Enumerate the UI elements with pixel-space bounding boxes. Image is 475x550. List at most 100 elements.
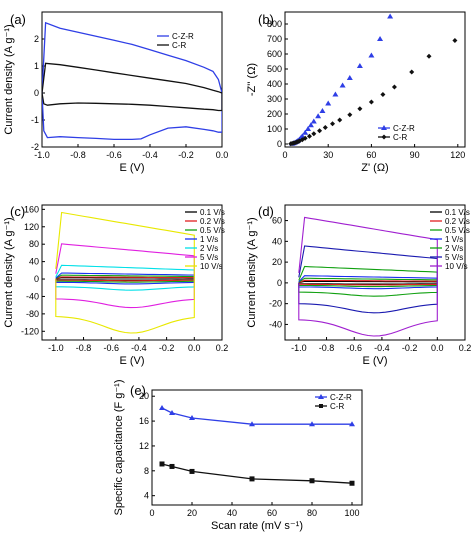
data-point-triangle [299, 133, 306, 139]
data-point-triangle [169, 410, 175, 415]
x-tick-label: 120 [450, 150, 465, 160]
x-tick-label: 0.2 [459, 343, 472, 353]
y-tick-label: 40 [272, 236, 282, 246]
y-tick-label: -1 [31, 115, 39, 125]
data-point-diamond [380, 92, 386, 97]
plot-frame [151, 389, 363, 506]
y-tick-label: 2 [34, 34, 39, 44]
x-tick-label: 0 [282, 150, 287, 160]
y-tick-label: 20 [139, 391, 149, 401]
plot-frame [41, 204, 223, 341]
y-tick-label: 80 [29, 239, 39, 249]
data-point-diamond [452, 38, 458, 43]
panel-label: (a) [10, 12, 26, 27]
y-tick-label: 600 [267, 49, 282, 59]
y-tick-label: 60 [272, 216, 282, 226]
data-point-triangle [325, 100, 332, 106]
x-axis-label: E (V) [119, 162, 144, 174]
legend-label: 0.5 V/s [445, 226, 470, 235]
panel-3: (d) -1.0 -0.8 -0.6 -0.4 -0.2 0.0 0.2 -40 -20 0 20 40… [246, 204, 471, 367]
x-tick-label: -0.6 [106, 150, 122, 160]
y-tick-label: 400 [267, 79, 282, 89]
y-tick-label: 8 [144, 466, 149, 476]
data-point-square [169, 463, 175, 469]
x-tick-label: -0.8 [70, 150, 86, 160]
data-point-triangle [349, 421, 355, 427]
data-point-square [349, 480, 355, 486]
y-axis-label: Current density (A g⁻¹) [3, 217, 15, 327]
data-point-diamond [322, 125, 328, 130]
y-tick-label: 500 [267, 64, 282, 74]
series-line-0 [42, 21, 222, 141]
legend-label: C-R [172, 41, 186, 50]
legend-label: 0.5 V/s [200, 226, 225, 235]
y-tick-label: 160 [24, 204, 39, 214]
y-tick-label: 700 [267, 34, 282, 44]
x-tick-label: -1.0 [48, 343, 64, 353]
data-point-triangle [310, 118, 317, 124]
x-tick-label: 60 [366, 150, 376, 160]
legend-label: 10 V/s [200, 262, 223, 271]
y-tick-label: 40 [29, 257, 39, 267]
data-point-triangle [377, 36, 384, 41]
data-point-triangle [249, 421, 255, 427]
y-axis-label: Specific capacitance (F g⁻¹) [113, 379, 125, 515]
data-point-triangle [159, 405, 165, 411]
y-tick-label: -120 [21, 326, 39, 336]
data-point-diamond [330, 121, 336, 127]
y-tick-label: 0 [277, 278, 282, 288]
x-tick-label: -0.6 [103, 343, 119, 353]
panel-label: (d) [258, 204, 274, 219]
x-tick-label: -0.2 [178, 150, 194, 160]
y-tick-label: 0 [34, 274, 39, 284]
y-tick-label: 12 [139, 441, 149, 451]
y-tick-label: 300 [267, 94, 282, 104]
plot-area [298, 216, 438, 337]
x-tick-label: 90 [410, 150, 420, 160]
x-tick-label: 60 [267, 508, 277, 518]
legend-marker [318, 394, 324, 399]
data-point-triangle [307, 122, 314, 128]
y-tick-label: -40 [269, 319, 282, 329]
x-tick-label: 0.0 [431, 343, 444, 353]
legend-label: C-R [393, 133, 407, 142]
y-tick-label: 1 [34, 61, 39, 71]
data-point-triangle [302, 129, 309, 135]
panel-4: (e) 0 20 40 60 80 100 4 8 12 16 20 Scan rate (mV s⁻¹… [113, 379, 363, 532]
legend-label: 0.2 V/s [445, 217, 470, 226]
y-axis-label: Current density (A g⁻¹) [246, 217, 258, 327]
x-axis-label: Scan rate (mV s⁻¹) [211, 520, 303, 532]
data-point-diamond [426, 53, 432, 59]
x-tick-label: -0.8 [76, 343, 92, 353]
legend-label: 0.2 V/s [200, 217, 225, 226]
panel-label: (b) [258, 12, 274, 27]
data-point-square [159, 461, 165, 467]
legend-label: C-R [330, 402, 344, 411]
x-tick-label: 30 [323, 150, 333, 160]
legend-marker [381, 125, 387, 130]
plot-area [42, 21, 222, 141]
legend-label: 0.1 V/s [445, 208, 470, 217]
data-point-triangle [189, 414, 195, 420]
y-axis-label: Current density (A g⁻¹) [3, 24, 15, 134]
data-point-triangle [332, 91, 339, 97]
y-tick-label: 16 [139, 416, 149, 426]
legend-label: 2 V/s [200, 244, 218, 253]
legend-label: C-Z-R [393, 124, 415, 133]
x-tick-label: 0.2 [216, 343, 229, 353]
plot-frame [41, 11, 223, 148]
panel-1: (b) 0 30 60 90 120 0 100 200 300 400 500 600 700 800 Z'… [246, 11, 466, 174]
data-point-triangle [387, 13, 394, 19]
data-point-square [249, 476, 255, 482]
y-tick-label: -2 [31, 142, 39, 152]
data-point-triangle [368, 52, 375, 58]
x-tick-label: -0.2 [159, 343, 175, 353]
legend-marker [381, 134, 387, 140]
series-line-6 [298, 216, 438, 337]
data-point-diamond [347, 112, 353, 118]
legend-label: 1 V/s [445, 235, 463, 244]
data-point-diamond [391, 84, 397, 90]
data-point-triangle [309, 421, 315, 427]
data-point-diamond [306, 133, 312, 139]
y-tick-label: 0 [34, 88, 39, 98]
